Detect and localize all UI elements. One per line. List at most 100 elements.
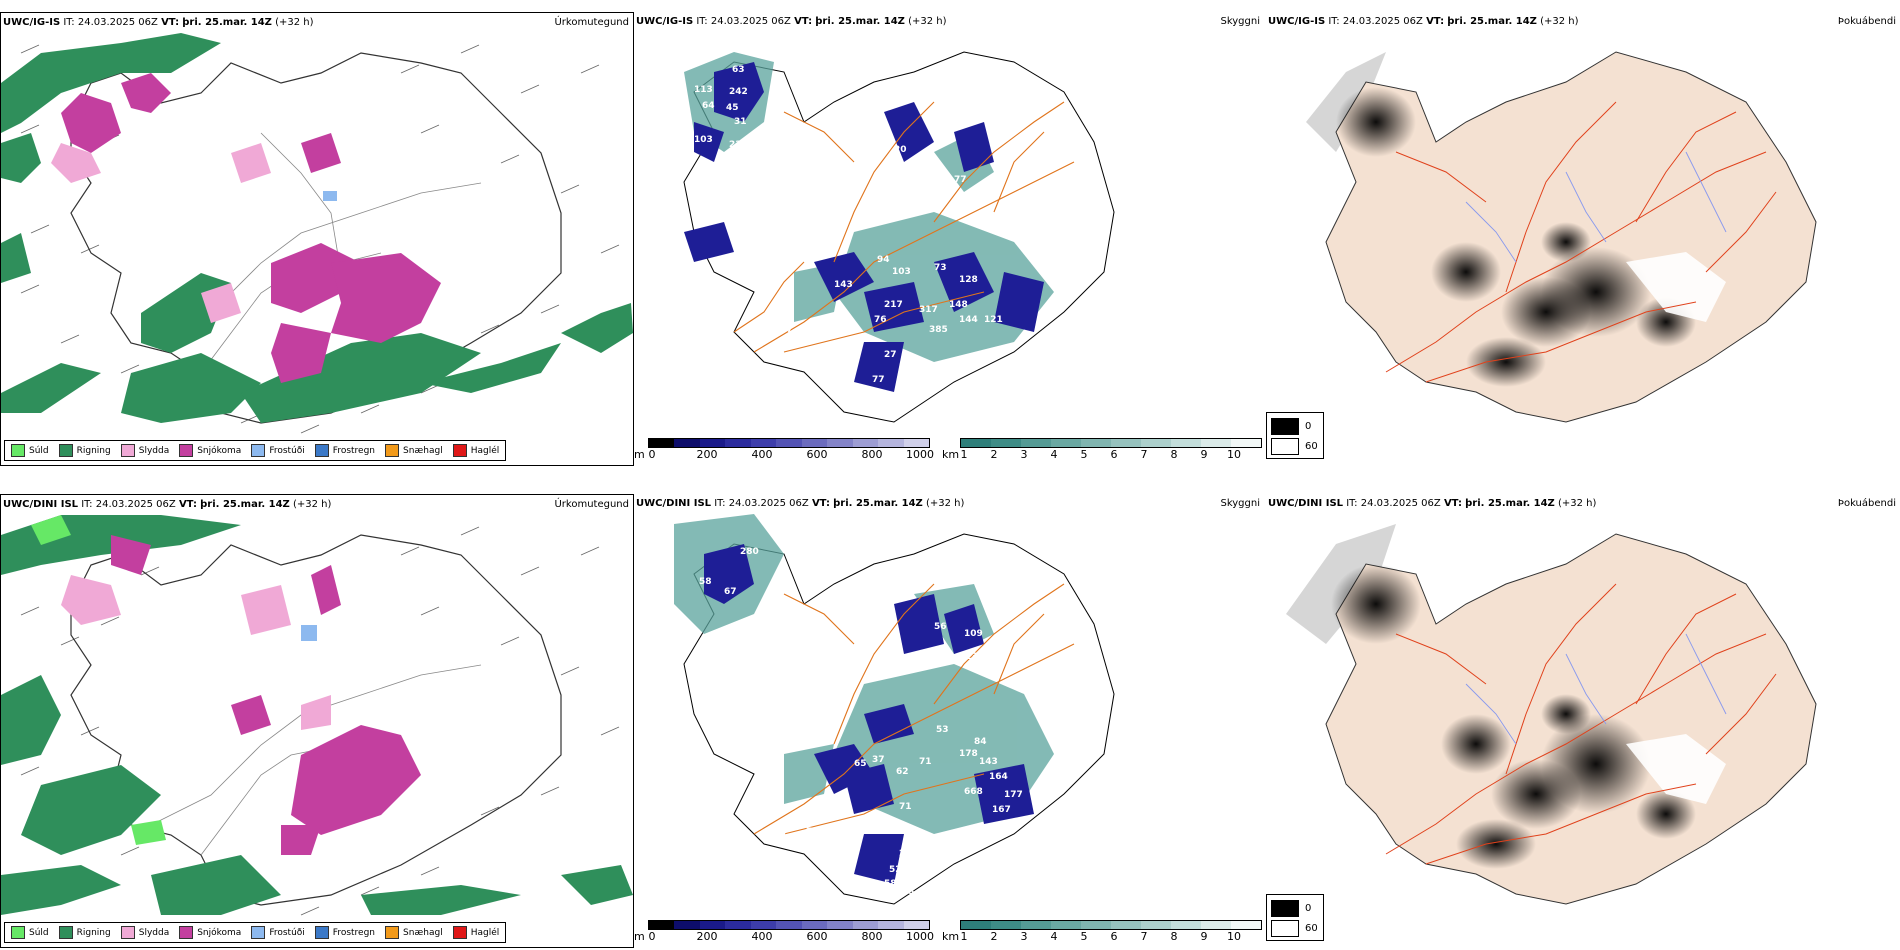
svg-text:62: 62 — [924, 170, 937, 180]
tick: 200 — [696, 448, 718, 461]
svg-text:71: 71 — [754, 140, 767, 150]
svg-text:63: 63 — [732, 65, 745, 75]
snow-areas — [61, 73, 441, 383]
svg-text:77: 77 — [954, 175, 967, 185]
svg-text:103: 103 — [694, 135, 713, 145]
panel-header: UWC/IG-IS IT: 24.03.2025 06Z VT: þri. 25… — [3, 17, 314, 28]
legend-item: Snjókoma — [179, 444, 241, 457]
tick: 1000 — [906, 448, 934, 461]
tick: 600 — [806, 448, 828, 461]
svg-text:193: 193 — [1004, 820, 1023, 830]
rivers — [1465, 151, 1727, 263]
svg-text:242: 242 — [729, 87, 748, 97]
tick: 1000 — [906, 930, 934, 943]
svg-text:113: 113 — [694, 85, 713, 95]
svg-text:77: 77 — [872, 375, 885, 385]
svg-text:62: 62 — [896, 767, 909, 777]
tick: 9 — [1200, 448, 1208, 461]
svg-text:53: 53 — [936, 725, 949, 735]
panel-header: UWC/DINI ISL IT: 24.03.2025 06Z VT: þri.… — [636, 498, 965, 509]
tick: 8 — [1170, 930, 1178, 943]
visibility-map-row1: 63 113 242 64 45 31 103 236 71 20 168 62… — [683, 51, 1115, 423]
svg-text:109: 109 — [964, 629, 983, 639]
fog-indicator-panel-row1: UWC/IG-IS IT: 24.03.2025 06Z VT: þri. 25… — [1266, 12, 1900, 464]
fog-legend: 0 60 — [1266, 412, 1324, 459]
visibility-colorbar: km 1 2 3 4 5 6 7 8 9 10 — [942, 920, 1264, 946]
svg-text:94: 94 — [877, 255, 890, 265]
tick: 0 — [648, 448, 656, 461]
tick: 10 — [1227, 448, 1241, 461]
svg-text:88: 88 — [909, 865, 922, 875]
panel-title: Úrkomutegund — [554, 499, 629, 510]
svg-text:107: 107 — [774, 325, 793, 335]
svg-text:71: 71 — [919, 757, 932, 767]
tick: 800 — [861, 930, 883, 943]
legend-item: Slydda — [120, 926, 169, 939]
legend-item: Snjókoma — [179, 926, 241, 939]
roads-orange — [733, 101, 1075, 353]
svg-text:76: 76 — [874, 315, 887, 325]
svg-text:73: 73 — [934, 263, 947, 273]
svg-text:143: 143 — [979, 757, 998, 767]
cloudbase-unit: m — [634, 448, 645, 461]
svg-text:148: 148 — [949, 300, 968, 310]
legend-item: Rigning — [58, 926, 111, 939]
tick: 3 — [1020, 930, 1028, 943]
precip-type-panel-row1: UWC/IG-IS IT: 24.03.2025 06Z VT: þri. 25… — [0, 12, 634, 466]
svg-text:236: 236 — [729, 140, 748, 150]
svg-text:280: 280 — [740, 547, 759, 557]
svg-text:57: 57 — [892, 403, 905, 413]
legend-item: Haglél — [452, 926, 499, 939]
svg-text:113: 113 — [959, 652, 978, 662]
svg-text:70: 70 — [806, 827, 819, 837]
panel-header: UWC/DINI ISL IT: 24.03.2025 06Z VT: þri.… — [3, 499, 332, 510]
tick: 8 — [1170, 448, 1178, 461]
svg-text:128: 128 — [959, 275, 978, 285]
tick: 400 — [751, 448, 773, 461]
tick: 4 — [1050, 448, 1058, 461]
visibility-cloudbase-panel-row1: 63 113 242 64 45 31 103 236 71 20 168 62… — [634, 12, 1264, 464]
visibility-unit: km — [942, 930, 960, 943]
tick: 10 — [1227, 930, 1241, 943]
panel-title: Skyggni — [1220, 16, 1260, 27]
svg-text:58: 58 — [884, 879, 897, 889]
svg-text:77: 77 — [904, 835, 917, 845]
svg-text:58: 58 — [699, 577, 712, 587]
tick: 0 — [648, 930, 656, 943]
legend-item: Slydda — [120, 444, 169, 457]
panel-title: Úrkomutegund — [554, 17, 629, 28]
precip-map-row2 — [1, 515, 633, 916]
tick: 1 — [960, 930, 968, 943]
precip-type-panel-row2: UWC/DINI ISL IT: 24.03.2025 06Z VT: þri.… — [0, 494, 634, 948]
svg-text:167: 167 — [992, 805, 1011, 815]
svg-text:67: 67 — [724, 587, 737, 597]
svg-text:385: 385 — [929, 325, 948, 335]
svg-text:168: 168 — [934, 135, 953, 145]
tick: 2 — [990, 930, 998, 943]
precip-legend: Súld Rigning Slydda Snjókoma Frostúði Fr… — [4, 440, 507, 461]
tick: 600 — [806, 930, 828, 943]
svg-text:52: 52 — [889, 865, 902, 875]
svg-text:178: 178 — [959, 749, 978, 759]
tick: 6 — [1110, 448, 1118, 461]
tick: 4 — [1050, 930, 1058, 943]
svg-text:84: 84 — [974, 737, 987, 747]
frost-rain — [323, 191, 337, 201]
svg-text:27: 27 — [884, 350, 897, 360]
svg-text:42: 42 — [1059, 819, 1072, 829]
svg-text:71: 71 — [899, 802, 912, 812]
visibility-colorbar: km 1 2 3 4 5 6 7 8 9 10 — [942, 438, 1264, 464]
fog-indicator-panel-row2: UWC/DINI ISL IT: 24.03.2025 06Z VT: þri.… — [1266, 494, 1900, 946]
legend-item: Frostúði — [251, 926, 305, 939]
svg-text:58: 58 — [870, 397, 883, 407]
precip-legend: Súld Rigning Slydda Snjókoma Frostúði Fr… — [4, 922, 507, 943]
panel-title: Skyggni — [1220, 498, 1260, 509]
tick: 2 — [990, 448, 998, 461]
fog-map-row2 — [1286, 524, 1817, 905]
panel-title: Þokuábendi — [1837, 498, 1896, 509]
iceland-outline — [70, 52, 562, 424]
rain-areas — [1, 33, 633, 423]
tick: 5 — [1080, 930, 1088, 943]
glacier-white — [1626, 252, 1726, 322]
svg-text:317: 317 — [919, 305, 938, 315]
